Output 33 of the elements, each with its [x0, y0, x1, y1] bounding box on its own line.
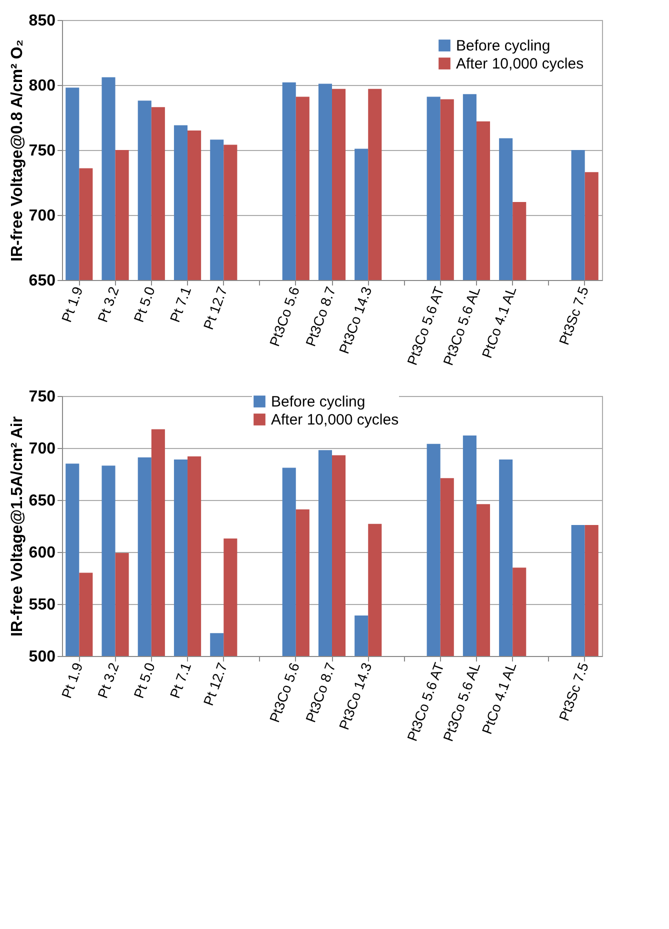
x-tick-label: Pt3Sc 7.5: [556, 284, 592, 347]
x-tick-label: Pt 5.0: [130, 660, 158, 700]
y-tick-label: 550: [28, 596, 56, 614]
y-tick-label: 650: [28, 272, 56, 290]
y-axis-title: IR-free Voltage@0.8 A/cm² O₂: [8, 40, 26, 262]
y-tick-label: 500: [28, 648, 56, 666]
legend-label: Before cycling: [456, 38, 550, 54]
x-tick-label: PtCo 4.1 AL: [478, 284, 520, 360]
x-tick-label: Pt 3.2: [94, 284, 122, 324]
y-tick-label: 600: [28, 544, 56, 562]
x-tick-label: Pt 7.1: [166, 660, 194, 700]
y-tick-label: 850: [28, 12, 56, 30]
y-tick-label: 750: [28, 388, 56, 406]
x-tick-label: Pt 12.7: [200, 284, 230, 332]
y-tick-label: 650: [28, 492, 56, 510]
x-tick-label: Pt 3.2: [94, 660, 122, 700]
x-tick-label: PtCo 4.1 AL: [478, 660, 520, 736]
x-tick-label: Pt 7.1: [166, 284, 194, 324]
x-tick-label: Pt 1.9: [58, 284, 86, 324]
x-tick-label: Pt 12.7: [200, 660, 230, 708]
y-tick-label: 800: [28, 78, 56, 94]
x-tick-label: Pt 1.9: [58, 660, 86, 700]
x-tick-label: Pt3Co 5.6: [266, 284, 303, 348]
legend-label: After 10,000 cycles: [271, 412, 399, 428]
y-axis-title: IR-free Voltage@1.5A/cm² Air: [8, 416, 26, 637]
y-tick-label: 750: [28, 142, 56, 160]
legend-label: After 10,000 cycles: [456, 56, 584, 72]
y-tick-label: 700: [28, 208, 56, 224]
y-tick-label: 700: [28, 440, 56, 458]
x-tick-label: Pt3Sc 7.5: [556, 660, 592, 723]
x-tick-label: Pt 5.0: [130, 284, 158, 324]
legend-label: Before cycling: [271, 394, 366, 410]
x-tick-label: Pt3Co 5.6: [266, 660, 303, 724]
